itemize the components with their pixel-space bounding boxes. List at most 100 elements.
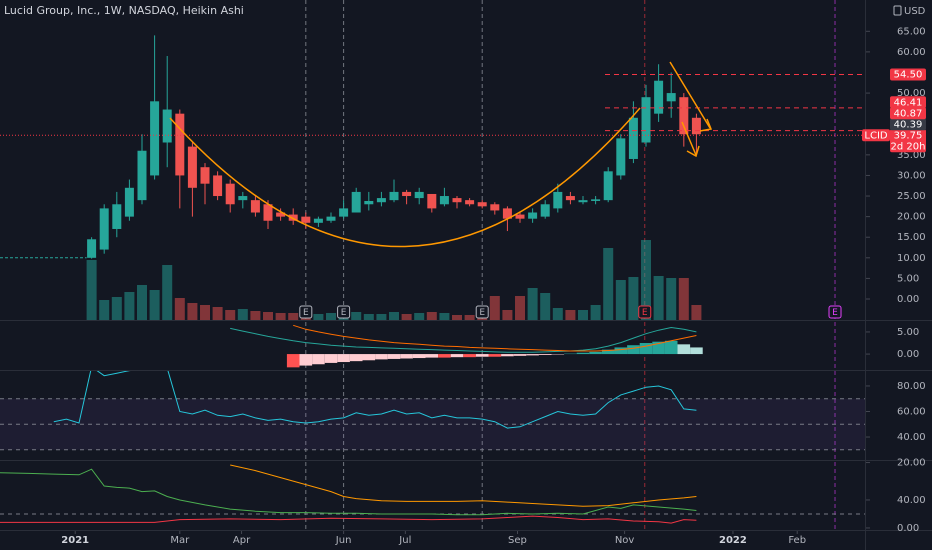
candle-body: [326, 216, 336, 221]
y-tick-label: 0.00: [897, 294, 919, 305]
volume-bar: [313, 314, 324, 320]
histogram-bar: [387, 354, 401, 359]
histogram-bar: [501, 354, 514, 357]
y-tick-label: 35.00: [897, 150, 926, 161]
histogram-bar: [576, 352, 590, 355]
volume-bar: [237, 309, 248, 320]
drawings: [169, 61, 713, 248]
candle-body: [477, 202, 487, 207]
histogram-bar: [652, 341, 665, 355]
candle-body: [175, 113, 185, 176]
rsi-panel: [0, 370, 865, 451]
earnings-label: E: [479, 308, 485, 318]
histogram-bar: [312, 354, 325, 365]
volume-bar: [439, 313, 450, 320]
price-label: 46.41: [894, 97, 923, 108]
candle-body: [528, 212, 538, 219]
candle-body: [691, 117, 701, 135]
price-label-box: [890, 68, 926, 81]
histogram-bar: [324, 354, 338, 363]
candle-body: [301, 216, 311, 223]
volume-bar: [678, 278, 689, 320]
candle-body: [465, 200, 475, 205]
candle-body: [364, 200, 374, 205]
price-label-box: [890, 96, 926, 109]
volume-bar: [489, 296, 500, 320]
histogram-bar: [412, 354, 426, 359]
volume-bar: [376, 314, 387, 320]
candle-body: [591, 199, 601, 201]
symbol-box: [862, 129, 890, 142]
volume-bar: [452, 315, 463, 320]
y-tick-label: 60.00: [897, 406, 926, 417]
volume-bar: [628, 277, 639, 320]
macd-line: [230, 326, 697, 353]
currency-icon[interactable]: [893, 5, 902, 16]
histogram-bar: [664, 340, 678, 355]
price-panel: [0, 35, 865, 320]
candle-body: [351, 191, 361, 213]
x-tick-label: Sep: [508, 535, 527, 546]
volume-bar: [527, 288, 538, 320]
chart-title: Lucid Group, Inc., 1W, NASDAQ, Heikin As…: [4, 4, 244, 17]
candle-body: [238, 196, 248, 201]
volume-bar: [275, 313, 286, 320]
candle-body: [654, 80, 664, 114]
adx-panel: [0, 464, 865, 524]
candle-body: [200, 167, 210, 184]
earnings-marker: [299, 305, 313, 319]
earnings-label: E: [642, 308, 648, 318]
last-price-label: 39.75: [894, 130, 923, 141]
volume-bar: [363, 314, 374, 320]
volume-bar: [111, 297, 122, 320]
currency[interactable]: USD: [904, 6, 926, 17]
y-tick-label: 30.00: [897, 170, 926, 181]
histogram-bar: [513, 354, 527, 356]
volume-bar: [515, 296, 526, 320]
candle-body: [124, 187, 134, 217]
candle-body: [427, 193, 437, 209]
price-label: 40.39: [894, 119, 923, 130]
earnings-marker: [828, 305, 842, 319]
y-tick-label: 50.00: [897, 88, 926, 99]
trend-arrow: [669, 61, 711, 129]
histogram-bar: [475, 354, 489, 357]
histogram-bar: [438, 354, 451, 358]
trend-arrow: [681, 121, 697, 156]
candle-body: [187, 146, 197, 188]
candle-body: [616, 138, 626, 176]
y-tick-label: 20.00: [897, 458, 926, 469]
y-tick-label: 20.00: [897, 212, 926, 223]
last-price-box: [890, 129, 926, 153]
volume-bar: [565, 310, 576, 320]
earnings-marker: [337, 305, 351, 319]
x-tick-label: 2022: [719, 535, 747, 546]
y-tick-label: 5.00: [897, 273, 919, 284]
volume-bar: [162, 265, 173, 320]
histogram-bar: [349, 354, 363, 362]
cup-curve: [169, 107, 641, 248]
x-tick-label: Apr: [233, 535, 251, 546]
price-label: 54.50: [894, 70, 923, 81]
countdown: 2d 20h: [891, 141, 926, 152]
volume-bar: [137, 285, 148, 320]
volume-bar: [401, 314, 412, 320]
earnings-label: E: [341, 308, 347, 318]
volume-bar: [691, 305, 702, 320]
volume-bar: [414, 313, 425, 320]
candle-body: [402, 191, 412, 197]
volume-bar: [250, 311, 261, 320]
earnings-layer: [305, 0, 836, 530]
histogram-bar: [425, 354, 439, 358]
candle-body: [628, 117, 638, 159]
volume-bar: [351, 312, 362, 320]
candle-body: [99, 208, 109, 250]
candle-body: [263, 204, 273, 221]
y-tick-label: 40.00: [897, 432, 926, 443]
adx-line: [0, 515, 697, 524]
y-tick-label: 0.00: [897, 349, 919, 360]
volume-bar: [99, 300, 110, 320]
histogram-bar: [362, 354, 376, 361]
symbol: LCID: [864, 130, 888, 141]
